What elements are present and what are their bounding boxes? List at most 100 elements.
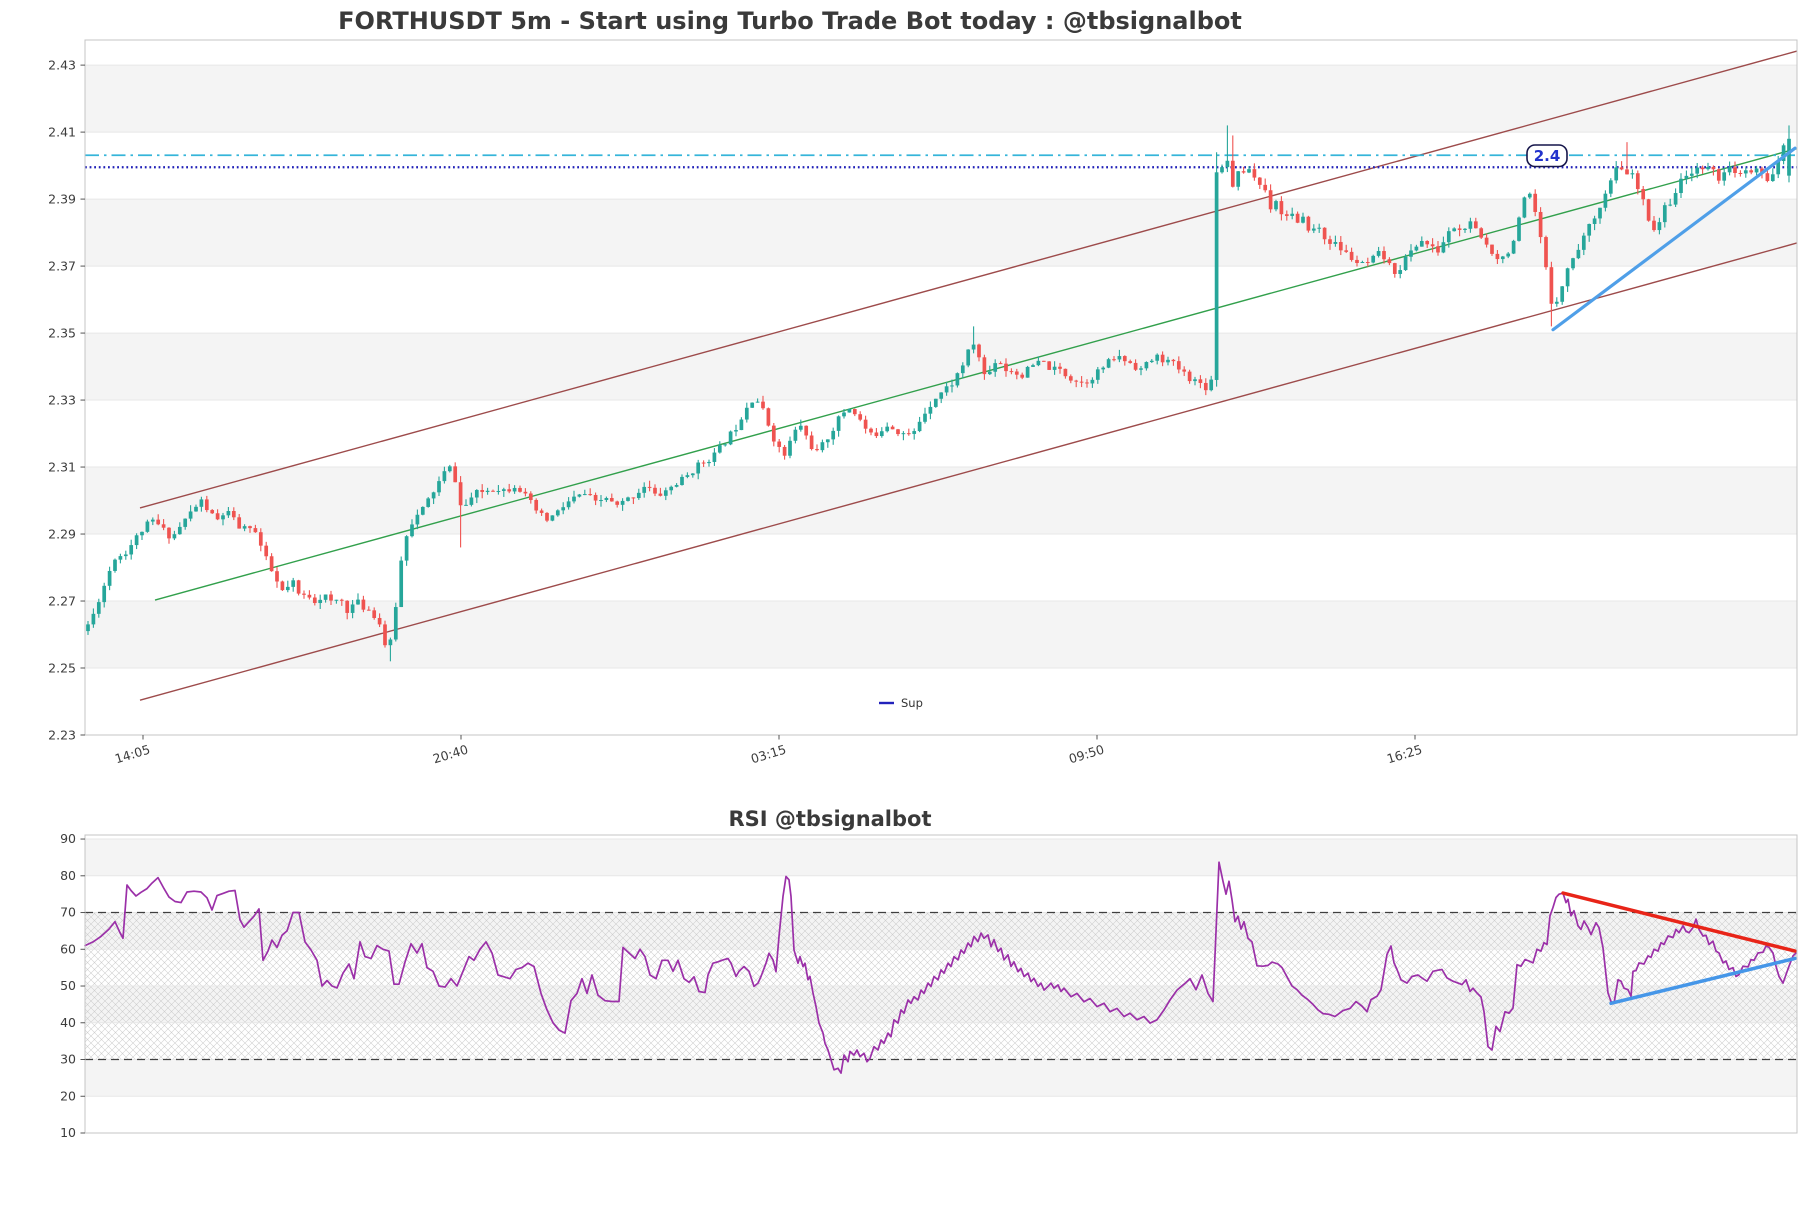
candle [572,496,576,502]
candle [1506,253,1511,257]
x-tick-label: 20:40 [431,742,470,767]
candle [1646,199,1651,221]
legend-sup-label: Sup [901,696,923,710]
x-tick-label: 14:05 [113,742,152,767]
candle [1220,167,1224,173]
candle [1301,216,1305,223]
candle [658,493,663,496]
candle [361,599,366,610]
candle [1392,263,1397,274]
candle [1587,223,1592,236]
candle [1020,374,1025,378]
candle [356,599,360,605]
candle [642,486,647,493]
y-tick-label: 2.27 [48,594,76,609]
candle [1592,218,1597,224]
candle [636,492,641,499]
candle [1144,362,1149,369]
candle [1608,180,1613,194]
candle [1765,173,1770,182]
candle [1058,366,1062,369]
y-tick-label: 2.37 [48,259,76,274]
candle [1101,367,1106,370]
candle [1619,167,1624,170]
y-tick-label: 50 [60,978,76,993]
candle [674,485,679,487]
candle [669,486,674,491]
candle [777,441,782,447]
candle [1182,369,1187,372]
candle [987,371,992,375]
candle [1025,366,1030,378]
candle [1290,213,1295,216]
candle [825,439,830,443]
candle [188,511,193,519]
candle [1382,251,1386,260]
candle [296,580,301,594]
candle [204,499,209,511]
candle [950,385,954,387]
candle [150,519,155,522]
candle [156,519,161,525]
rsi-indicator-chart: 10 20 30 40 50 60 70 80 90 [60,831,1798,1140]
candle [1403,256,1408,271]
channel-lower-line [139,242,1798,701]
candle [1581,235,1586,250]
candle [1625,169,1629,175]
candle [1522,197,1527,218]
background-band [85,65,1797,133]
candle [1398,270,1403,274]
candle [161,524,166,528]
candle [269,556,274,572]
candle [1749,170,1754,173]
candle [1176,361,1181,370]
candle [1441,242,1446,253]
candle [1425,240,1430,245]
candle [302,593,306,595]
candle [1263,184,1268,191]
candle [485,490,490,492]
candle [1722,172,1727,181]
candle [1511,240,1516,254]
candle [1338,241,1343,251]
candle [842,412,846,417]
candle [118,556,123,560]
mid-trend-line [154,147,1798,601]
candle [1225,160,1230,168]
candle [215,513,220,520]
candle [253,528,258,533]
main-price-chart: 2.232.252.272.292.312.332.352.372.392.41… [48,39,1798,767]
candle [1193,379,1197,382]
candle [1203,382,1208,391]
candle [555,510,560,516]
candle [312,597,317,604]
candle [102,585,107,603]
candle [647,486,652,488]
candle [1306,216,1311,231]
candle [480,490,485,492]
candle [1079,381,1084,383]
candle [231,511,236,518]
candle [1257,177,1262,185]
candle [885,426,890,432]
candle [318,599,323,604]
candle [469,497,474,505]
candle [334,599,339,601]
candle [1760,168,1764,174]
candle [1409,250,1413,257]
y-tick-label: 2.23 [48,728,76,743]
candle [1247,169,1251,173]
candle [1036,360,1041,366]
y-tick-label: 90 [60,831,76,846]
candle [788,440,792,456]
candle [1473,221,1478,229]
candle [447,466,452,472]
candle [1365,261,1370,263]
candle [1679,178,1683,194]
candle [1689,173,1694,176]
y-tick-label: 2.29 [48,527,76,542]
candle [350,604,355,613]
candle [761,401,765,409]
candle [609,498,614,502]
